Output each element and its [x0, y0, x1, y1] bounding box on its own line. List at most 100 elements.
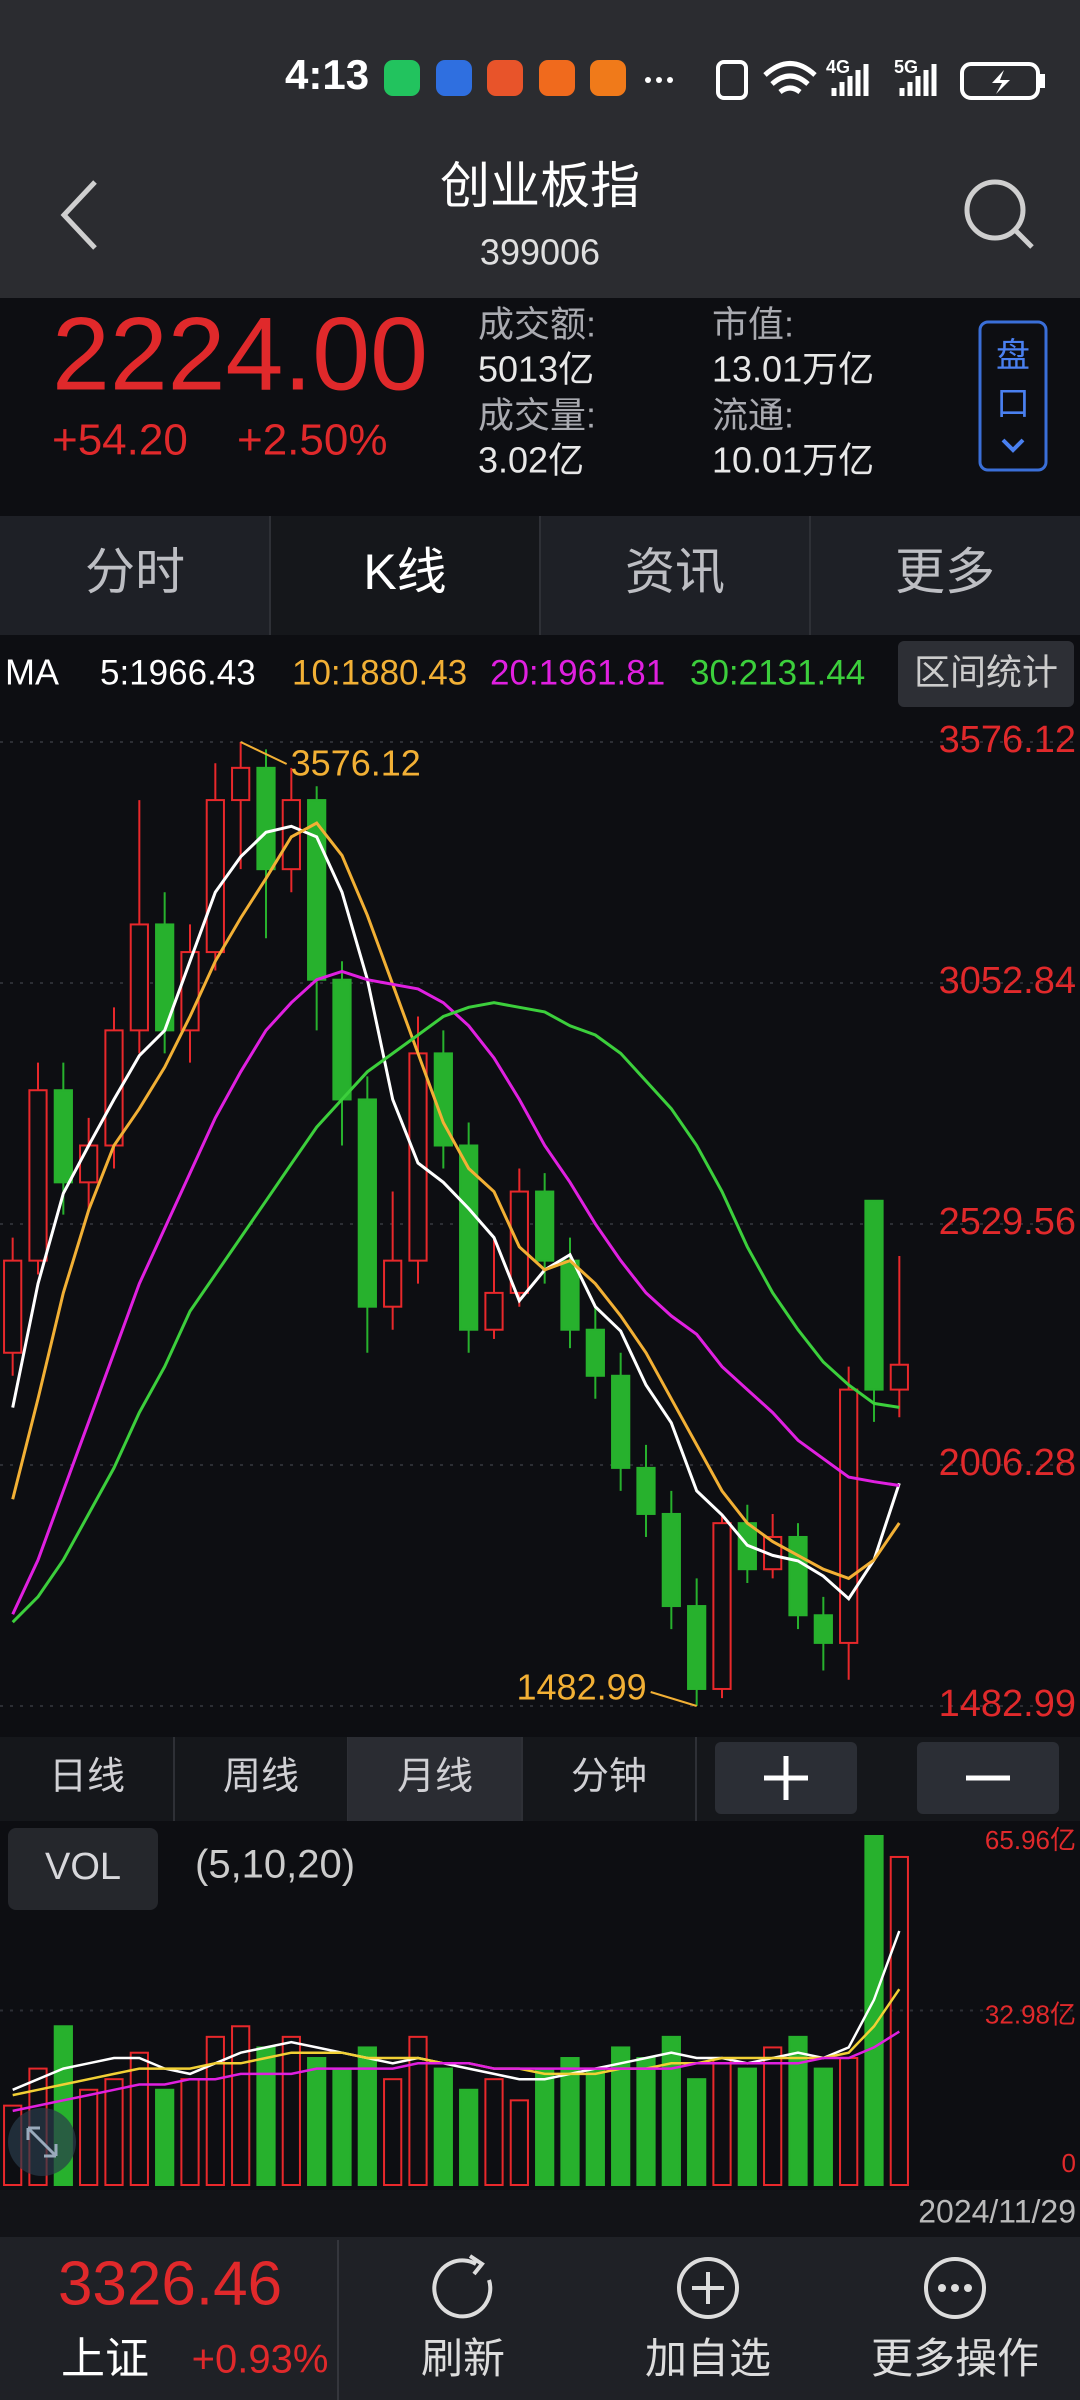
volume-bar	[813, 2067, 833, 2187]
y-tick-label: 0	[1062, 2148, 1076, 2178]
zoom-out-button[interactable]	[917, 1742, 1059, 1814]
candle-body	[231, 766, 251, 802]
vol-title-bg	[8, 1828, 158, 1910]
app-icon	[487, 60, 523, 96]
candle-body	[535, 1190, 555, 1262]
refresh-button[interactable]: 刷新	[421, 2254, 505, 2382]
candle-body	[357, 1098, 377, 1308]
change-pct: +2.50%	[237, 416, 387, 465]
footer-index-value: 3326.46	[58, 2249, 282, 2318]
plus-icon	[764, 1756, 808, 1800]
more-dot	[656, 77, 662, 83]
add-watch-button[interactable]: 加自选	[645, 2257, 771, 2382]
ma-line	[11, 821, 901, 1581]
period-tab[interactable]: 分钟	[571, 1756, 647, 1798]
legend-entry: 5:1966.43	[100, 653, 256, 692]
volume-bar	[459, 2088, 479, 2187]
back-button[interactable]	[60, 180, 97, 250]
y-tick-label: 3052.84	[939, 960, 1076, 1002]
search-button[interactable]	[964, 179, 1034, 249]
legend-entry: 10:1880.43	[292, 653, 467, 692]
ma-label: MA	[5, 652, 59, 693]
candle-body	[560, 1259, 580, 1331]
volume-bar	[383, 2078, 403, 2186]
volume-bar	[611, 2046, 631, 2186]
action-label: 刷新	[421, 2335, 505, 2382]
volume-bar	[155, 2088, 175, 2187]
add-icon	[677, 2257, 739, 2319]
volume-bar	[332, 2067, 352, 2187]
candle-body	[53, 1089, 73, 1184]
action-label: 更多操作	[871, 2335, 1039, 2382]
volume-chart: VOL (5,10,20) 65.96亿 32.98亿 0 2024/11/29	[0, 1825, 1080, 2229]
quote-bg	[0, 298, 1080, 516]
vol-ma-line	[12, 2030, 900, 2113]
status-time: 4:13	[285, 51, 369, 98]
tab[interactable]: K线	[363, 544, 446, 600]
volume-bar	[484, 2078, 504, 2186]
candle-body	[661, 1512, 681, 1608]
candle-body	[864, 1199, 884, 1391]
stat-label: 流通:	[712, 395, 794, 436]
range-stats-bg[interactable]	[898, 641, 1074, 707]
vol-params: (5,10,20)	[195, 1843, 355, 1887]
candle-body	[3, 1259, 23, 1354]
ma-line	[11, 1001, 900, 1624]
price-chart: MA 5:1966.43 10:1880.43 20:1961.81 30:2131.4…	[0, 641, 1080, 1725]
volume-bar	[205, 2035, 225, 2186]
candle-body	[484, 1291, 504, 1331]
stat-value: 13.01万亿	[712, 349, 874, 390]
app-icon	[436, 60, 472, 96]
network-5g: 5G	[894, 57, 918, 77]
volume-bar	[104, 2078, 124, 2186]
candle-body	[712, 1522, 732, 1690]
candle-body	[611, 1374, 631, 1469]
volume-bar	[79, 2088, 99, 2187]
volume-bar	[864, 1835, 884, 2186]
period-bg	[0, 1737, 1080, 1821]
period-tab[interactable]: 日线	[49, 1756, 125, 1798]
tab[interactable]: 更多	[895, 544, 995, 600]
ma-line	[11, 969, 900, 1615]
search-icon-handle	[1014, 229, 1034, 249]
volume-bar	[433, 2067, 453, 2187]
tab[interactable]: 资讯	[625, 544, 725, 600]
candle-body	[813, 1614, 833, 1644]
candle-body	[788, 1535, 808, 1617]
battery-icon	[960, 62, 1040, 100]
volume-bar	[763, 2046, 783, 2186]
more-actions-button[interactable]: 更多操作	[871, 2257, 1039, 2382]
main-tabs: 分时 K线 资讯 更多	[85, 516, 995, 635]
refresh-icon	[432, 2258, 493, 2319]
index-title: 创业板指	[440, 158, 640, 214]
candle-body	[509, 1190, 529, 1294]
period-tab[interactable]: 周线	[223, 1756, 299, 1798]
tab-selected-bg	[270, 516, 540, 635]
price: 2224.00	[52, 296, 428, 412]
signal-icon	[899, 64, 937, 96]
refresh-arrow	[468, 2254, 485, 2276]
candle-body	[839, 1388, 859, 1644]
orderbook-char: 口	[996, 385, 1030, 423]
period-tab[interactable]: 月线	[397, 1756, 473, 1798]
volume-bar	[509, 2099, 529, 2186]
stat-label: 市值:	[712, 304, 794, 345]
y-tick-label: 3576.12	[939, 719, 1076, 761]
zoom-in-button[interactable]	[715, 1742, 857, 1814]
orderbook-button[interactable]: 盘 口	[978, 320, 1048, 472]
index-code: 399006	[480, 232, 600, 273]
nfc-icon	[716, 60, 748, 100]
ma-line	[11, 824, 901, 1601]
candle-body	[205, 799, 225, 954]
volume-bar	[256, 2046, 276, 2186]
max-label: 3576.12	[291, 743, 421, 784]
candle-body	[459, 1144, 479, 1331]
tab[interactable]: 分时	[85, 544, 185, 600]
expand-icon	[26, 2126, 58, 2158]
last-date: 2024/11/29	[918, 2193, 1076, 2229]
volume-bar	[357, 2046, 377, 2186]
orderbook-chevron	[1001, 438, 1025, 453]
candle-body	[408, 1052, 428, 1262]
